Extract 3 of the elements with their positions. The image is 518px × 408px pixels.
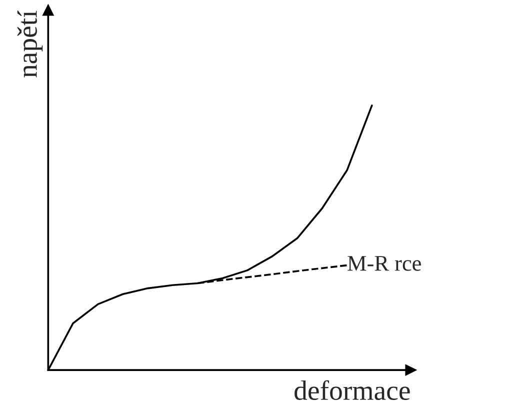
x-axis-title: deformace [294,380,410,400]
y-axis-title: napětí [17,10,43,78]
series-label: M-R rce [348,256,421,271]
